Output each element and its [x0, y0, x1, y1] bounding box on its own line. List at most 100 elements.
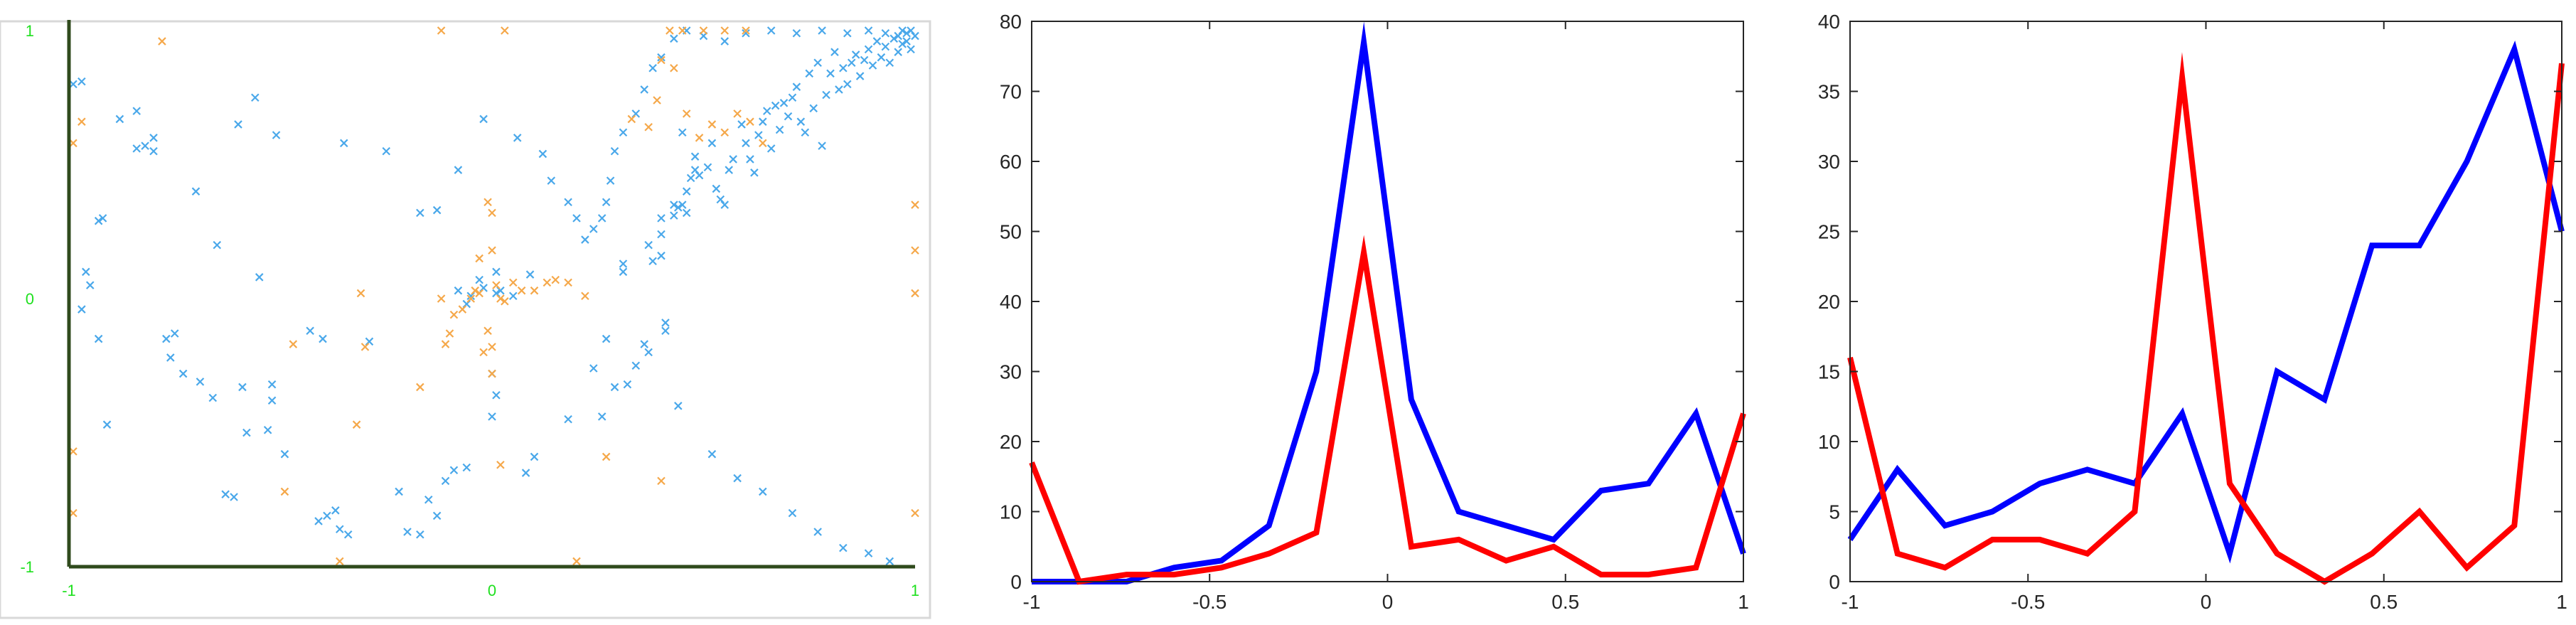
- scatter-point: [843, 28, 852, 38]
- scatter-point: [336, 525, 344, 533]
- scatter-point: [746, 117, 754, 126]
- scatter-point: [432, 511, 442, 520]
- scatter-point: [564, 198, 572, 207]
- scatter-point: [69, 508, 78, 518]
- scatter-point: [619, 267, 628, 277]
- scatter-point: [657, 251, 666, 260]
- scatter-point: [170, 329, 179, 338]
- scatter-point: [94, 334, 103, 343]
- scatter-point: [551, 275, 560, 284]
- scatter-point: [695, 134, 704, 142]
- scatter-point: [742, 139, 750, 148]
- x-tick-label: 0.5: [1551, 591, 1579, 613]
- series-line: [1847, 41, 2565, 564]
- tick-labels: -1 0 1 -1 0 1: [20, 22, 919, 599]
- scatter-point: [213, 240, 222, 250]
- scatter-point: [488, 343, 496, 351]
- scatter-point: [737, 120, 746, 129]
- scatter-point: [699, 26, 708, 35]
- scatter-point: [466, 294, 476, 303]
- scatter-point: [784, 112, 793, 121]
- scatter-point: [78, 117, 86, 126]
- scatter-point: [750, 169, 759, 177]
- y-tick-label: 40: [1818, 11, 1840, 33]
- scatter-point: [602, 452, 611, 461]
- scatter-point: [657, 53, 666, 62]
- scatter-point: [437, 294, 446, 303]
- scatter-point: [881, 42, 890, 51]
- scatter-point: [483, 198, 492, 207]
- scatter-point: [720, 26, 729, 35]
- scatter-point: [479, 348, 488, 357]
- y-tick-label: 30: [1818, 151, 1840, 173]
- scatter-point: [847, 58, 856, 68]
- scatter-point: [666, 26, 674, 35]
- y-tick-label: 20: [1000, 431, 1022, 453]
- scatter-point: [462, 299, 471, 309]
- scatter-point: [881, 28, 890, 38]
- scatter-point: [454, 166, 463, 174]
- scatter-point: [331, 506, 340, 515]
- scatter-point: [678, 26, 687, 35]
- scatter-point: [416, 208, 424, 218]
- scatter-point: [695, 171, 704, 180]
- scatter-point: [682, 187, 691, 196]
- scatter-point: [868, 61, 877, 70]
- scatter-point: [69, 139, 78, 148]
- scatter-point: [851, 50, 860, 59]
- scatter-point: [911, 31, 919, 41]
- scatter-point: [272, 131, 281, 139]
- x-tick-label: 1: [2556, 591, 2567, 613]
- scatter-point: [703, 163, 712, 172]
- scatter-point: [488, 369, 496, 378]
- scatter-point: [496, 286, 505, 295]
- y-tick-label: 0: [1010, 571, 1022, 593]
- scatter-point: [766, 26, 776, 35]
- series-lines: [1029, 21, 1746, 585]
- scatter-point: [432, 205, 442, 215]
- scatter-point: [843, 80, 852, 89]
- scatter-point: [572, 557, 581, 566]
- scatter-point: [263, 425, 272, 434]
- scatter-point: [775, 125, 784, 134]
- scatter-point: [690, 166, 700, 174]
- scatter-point: [670, 201, 678, 209]
- y-tick-label: 20: [1818, 291, 1840, 313]
- scatter-point: [788, 508, 797, 518]
- scatter-point: [501, 26, 509, 35]
- scatter-point: [356, 289, 365, 298]
- scatter-point: [352, 420, 361, 429]
- scatter-point: [314, 517, 323, 525]
- scatter-point: [492, 289, 501, 298]
- scatter-point: [911, 289, 919, 298]
- scatter-point: [267, 380, 277, 389]
- scatter-point: [670, 34, 678, 43]
- scatter-point: [670, 64, 678, 73]
- scatter-point: [610, 146, 619, 156]
- scatter-point: [441, 476, 450, 486]
- series-lines: [1847, 41, 2565, 585]
- scatter-point: [619, 260, 628, 268]
- scatter-point: [809, 104, 818, 113]
- scatter-point: [513, 134, 522, 142]
- y-tick-label: 0: [26, 290, 34, 308]
- scatter-point: [589, 225, 598, 233]
- scatter-point: [657, 214, 666, 223]
- plot-frame: [0, 20, 931, 619]
- scatter-point: [69, 447, 78, 456]
- scatter-point: [788, 93, 797, 102]
- scatter-point: [712, 184, 721, 193]
- x-tick-label: -0.5: [2011, 591, 2045, 613]
- y-tick-label: 40: [1000, 291, 1022, 313]
- y-tick-label: 70: [1000, 81, 1022, 103]
- scatter-point: [707, 120, 717, 129]
- scatter-point: [78, 305, 86, 314]
- scatter-point: [826, 69, 835, 78]
- scatter-point: [483, 326, 492, 336]
- scatter-point: [597, 214, 606, 223]
- scatter-point: [242, 428, 251, 437]
- scatter-point: [149, 146, 158, 156]
- line-chart-right-panel: -1 -0.5 0 0.5 1 0 5 10 15 20 25 30 35 40: [1763, 0, 2576, 625]
- scatter-point: [82, 267, 90, 277]
